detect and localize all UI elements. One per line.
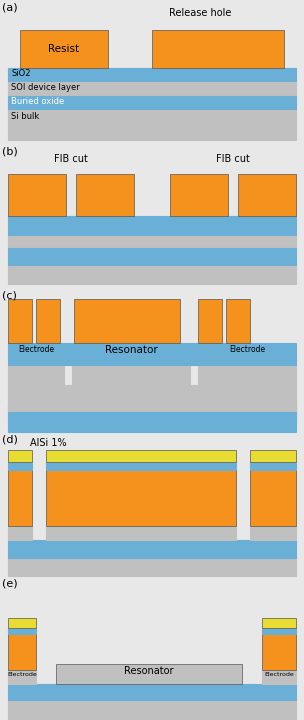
Text: Electrode: Electrode bbox=[264, 672, 294, 677]
Text: FIB cut: FIB cut bbox=[54, 154, 88, 164]
Bar bbox=[8, 248, 296, 266]
Text: Resonator: Resonator bbox=[124, 666, 174, 676]
Bar bbox=[8, 618, 36, 628]
Bar bbox=[8, 216, 296, 236]
Bar bbox=[8, 540, 296, 558]
Bar bbox=[8, 365, 64, 385]
Bar bbox=[8, 634, 36, 670]
Text: (b): (b) bbox=[2, 146, 18, 156]
Bar bbox=[250, 462, 296, 470]
Bar bbox=[262, 618, 296, 628]
Bar bbox=[8, 526, 32, 540]
Text: (e): (e) bbox=[2, 578, 18, 588]
Text: Electrode: Electrode bbox=[18, 345, 54, 354]
Bar bbox=[8, 700, 296, 720]
Bar bbox=[8, 684, 296, 700]
Bar bbox=[250, 450, 296, 462]
Bar bbox=[250, 470, 296, 526]
Bar bbox=[72, 365, 190, 385]
Text: FIB cut: FIB cut bbox=[216, 154, 250, 164]
Text: (d): (d) bbox=[2, 434, 18, 444]
Text: AlSi 1%: AlSi 1% bbox=[30, 438, 67, 448]
Bar bbox=[262, 634, 296, 670]
Bar bbox=[8, 299, 32, 343]
Bar bbox=[8, 558, 296, 576]
Bar bbox=[8, 402, 296, 422]
Text: SiO2: SiO2 bbox=[11, 69, 30, 78]
Bar bbox=[20, 30, 108, 68]
Text: Si bulk: Si bulk bbox=[11, 112, 39, 121]
Bar bbox=[8, 110, 296, 140]
Bar bbox=[8, 68, 296, 82]
Text: (a): (a) bbox=[2, 2, 18, 12]
Text: Electrode: Electrode bbox=[7, 672, 37, 677]
Bar bbox=[198, 299, 222, 343]
Bar bbox=[46, 462, 236, 470]
Bar bbox=[198, 365, 296, 385]
Bar bbox=[8, 343, 296, 365]
Bar bbox=[46, 526, 236, 540]
Bar bbox=[170, 174, 228, 216]
Bar bbox=[226, 299, 250, 343]
Bar bbox=[8, 385, 296, 412]
Bar bbox=[76, 174, 134, 216]
Text: Resonator: Resonator bbox=[105, 345, 157, 355]
Text: Release hole: Release hole bbox=[169, 8, 231, 18]
Bar bbox=[8, 628, 36, 634]
Text: (c): (c) bbox=[2, 290, 17, 300]
Bar bbox=[238, 174, 296, 216]
Text: Resist: Resist bbox=[48, 44, 80, 54]
Text: SOI device layer: SOI device layer bbox=[11, 83, 80, 92]
Bar bbox=[262, 670, 296, 684]
Bar bbox=[8, 266, 296, 284]
Bar bbox=[46, 450, 236, 462]
Bar bbox=[8, 470, 32, 526]
Bar bbox=[262, 628, 296, 634]
Text: Electrode: Electrode bbox=[229, 345, 265, 354]
Bar bbox=[8, 450, 32, 462]
Bar bbox=[8, 82, 296, 96]
Bar bbox=[8, 236, 296, 248]
Bar bbox=[8, 670, 36, 684]
Bar bbox=[8, 462, 32, 470]
Bar bbox=[46, 470, 236, 526]
Bar bbox=[8, 174, 66, 216]
Bar bbox=[36, 299, 60, 343]
Bar bbox=[8, 412, 296, 432]
Bar bbox=[56, 664, 242, 684]
Text: Buried oxide: Buried oxide bbox=[11, 97, 64, 106]
Bar bbox=[152, 30, 284, 68]
Bar bbox=[8, 96, 296, 110]
Bar bbox=[250, 526, 296, 540]
Bar bbox=[74, 299, 180, 343]
